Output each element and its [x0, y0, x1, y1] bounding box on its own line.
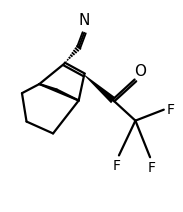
Text: F: F	[112, 159, 120, 173]
Text: O: O	[134, 64, 146, 79]
Polygon shape	[84, 75, 116, 103]
Text: F: F	[148, 161, 156, 175]
Text: F: F	[167, 103, 175, 117]
Text: N: N	[79, 13, 90, 28]
